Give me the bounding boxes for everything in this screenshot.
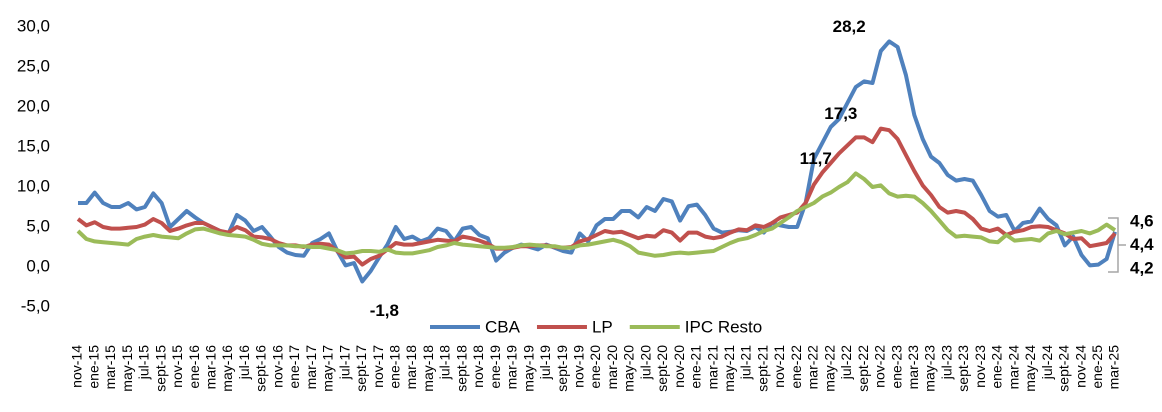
x-tick-label: mar-20 [604, 345, 620, 390]
data-label: 17,3 [824, 104, 857, 123]
x-tick-label: mar-22 [805, 345, 821, 390]
x-tick-label: may-23 [922, 345, 938, 392]
x-tick-label: mar-18 [403, 345, 419, 390]
x-tick-label: jul-19 [537, 345, 553, 380]
x-tick-label: sept-15 [152, 345, 168, 392]
x-tick-label: may-22 [821, 345, 837, 392]
legend-label: CBA [485, 317, 521, 336]
x-tick-label: ene-25 [1089, 345, 1105, 389]
data-label: 4,2 [1130, 258, 1154, 277]
x-tick-label: jul-21 [738, 345, 754, 380]
y-tick-label: 5,0 [26, 216, 50, 235]
y-tick-label: 0,0 [26, 256, 50, 275]
x-tick-label: mar-15 [102, 345, 118, 390]
x-tick-label: may-19 [520, 345, 536, 392]
x-tick-label: ene-23 [888, 345, 904, 389]
x-tick-label: sept-17 [353, 345, 369, 392]
x-tick-label: jul-20 [637, 345, 653, 380]
x-tick-label: ene-17 [286, 345, 302, 389]
x-tick-label: jul-18 [437, 345, 453, 380]
x-tick-label: mar-25 [1106, 345, 1122, 390]
data-label: -1,8 [370, 301, 399, 320]
y-tick-label: 20,0 [17, 96, 50, 115]
x-tick-label: may-15 [119, 345, 135, 392]
x-tick-label: sept-23 [955, 345, 971, 392]
y-tick-label: -5,0 [21, 296, 50, 315]
legend-label: IPC Resto [685, 317, 762, 336]
x-tick-label: ene-16 [186, 345, 202, 389]
data-label: 28,2 [833, 17, 866, 36]
x-tick-label: mar-24 [1005, 345, 1021, 390]
x-tick-label: mar-17 [303, 345, 319, 390]
x-tick-label: jul-22 [838, 345, 854, 380]
x-tick-label: nov-14 [69, 345, 85, 388]
y-tick-label: 25,0 [17, 56, 50, 75]
x-tick-label: may-24 [1022, 345, 1038, 392]
end-bracket [1108, 217, 1126, 273]
x-tick-label: may-17 [320, 345, 336, 392]
x-tick-label: nov-19 [570, 345, 586, 388]
x-tick-label: may-20 [621, 345, 637, 392]
series-line [76, 171, 1117, 258]
x-tick-label: mar-23 [905, 345, 921, 390]
x-tick-label: sept-22 [855, 345, 871, 392]
series-line [78, 39, 1117, 284]
x-tick-label: ene-20 [587, 345, 603, 389]
x-tick-label: nov-20 [671, 345, 687, 388]
x-tick-label: ene-24 [989, 345, 1005, 389]
x-tick-label: ene-18 [386, 345, 402, 389]
x-tick-label: nov-16 [269, 345, 285, 388]
x-tick-label: jul-15 [136, 345, 152, 380]
x-tick-label: nov-23 [972, 345, 988, 388]
x-tick-label: ene-15 [85, 345, 101, 389]
x-tick-label: nov-22 [872, 345, 888, 388]
y-tick-label: 15,0 [17, 136, 50, 155]
x-tick-label: mar-21 [704, 345, 720, 390]
data-label: 11,7 [800, 149, 832, 168]
data-label: 4,6 [1130, 211, 1154, 230]
legend-label: LP [592, 317, 613, 336]
x-tick-label: jul-17 [336, 345, 352, 380]
x-tick-label: jul-23 [938, 345, 954, 380]
x-tick-label: may-18 [420, 345, 436, 392]
x-tick-label: nov-24 [1072, 345, 1088, 388]
x-tick-label: sept-21 [754, 345, 770, 392]
x-tick-label: sept-18 [453, 345, 469, 392]
x-tick-label: nov-18 [470, 345, 486, 388]
x-tick-label: may-16 [219, 345, 235, 392]
x-tick-label: nov-15 [169, 345, 185, 388]
x-tick-label: may-21 [721, 345, 737, 392]
x-tick-label: nov-17 [370, 345, 386, 388]
x-tick-label: ene-19 [487, 345, 503, 389]
y-tick-label: 10,0 [17, 176, 50, 195]
x-tick-label: nov-21 [771, 345, 787, 388]
data-label: 4,4 [1130, 235, 1154, 254]
x-tick-label: ene-21 [688, 345, 704, 389]
x-tick-label: sept-20 [654, 345, 670, 392]
x-tick-label: jul-16 [236, 345, 252, 380]
y-tick-label: 30,0 [17, 16, 50, 35]
x-tick-label: mar-19 [504, 345, 520, 390]
series-line [76, 126, 1117, 267]
x-tick-label: ene-22 [788, 345, 804, 389]
x-tick-label: sept-16 [253, 345, 269, 392]
x-tick-label: jul-24 [1039, 345, 1055, 380]
x-tick-label: sept-24 [1056, 345, 1072, 392]
x-tick-label: mar-16 [203, 345, 219, 390]
x-tick-label: sept-19 [554, 345, 570, 392]
